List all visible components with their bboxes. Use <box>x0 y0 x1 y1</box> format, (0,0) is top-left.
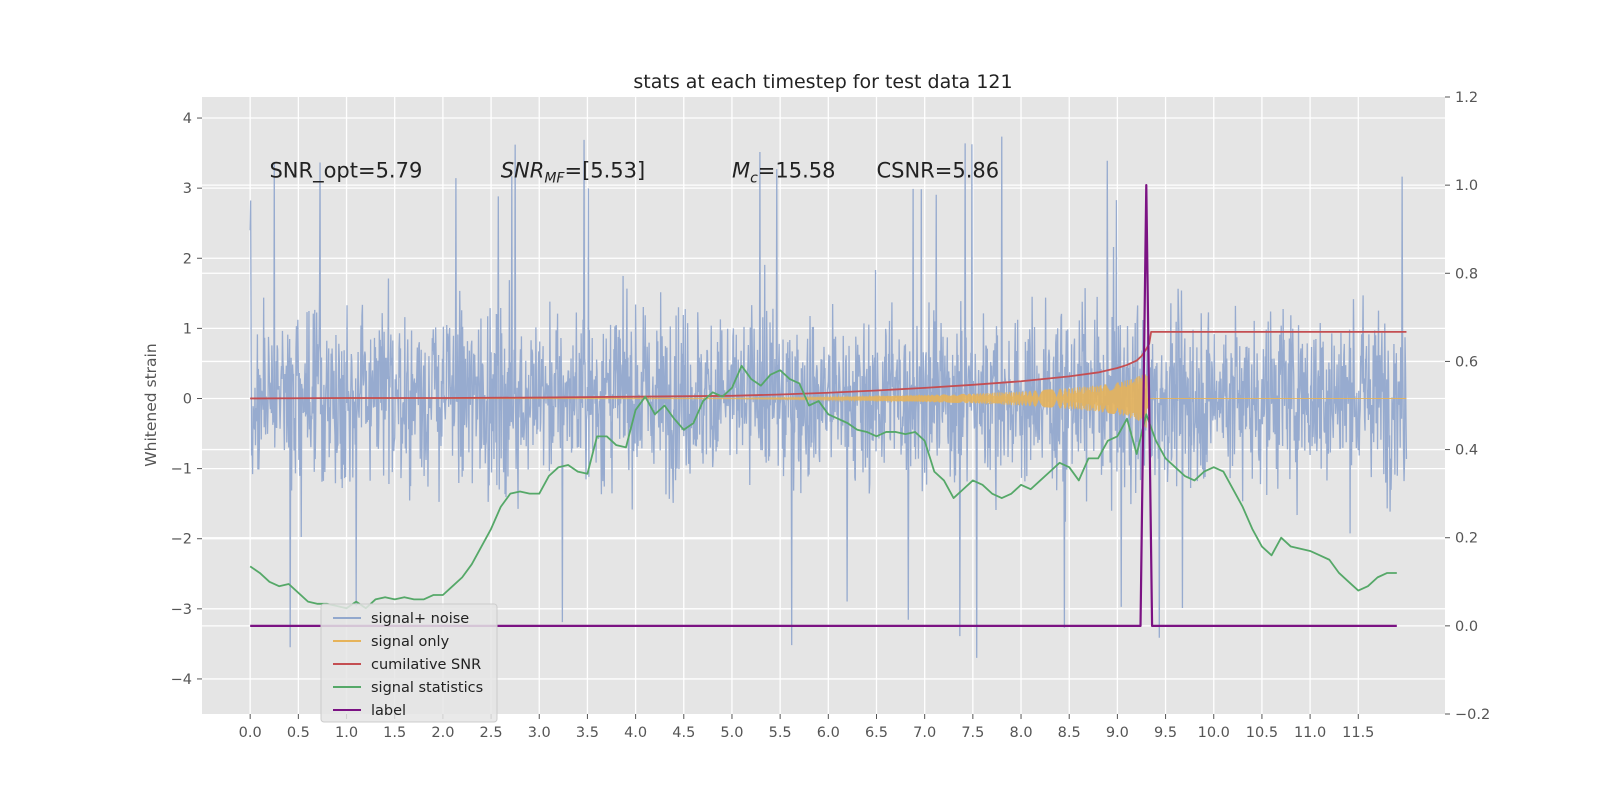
annotations: SNR_opt=5.79 SNRMF=[5.53] Mc=15.58 CSNR=5.8… <box>269 159 999 187</box>
legend: signal+ noise signal only cumilative SNR si… <box>320 603 498 723</box>
y-tick-label: −1 <box>171 462 192 478</box>
y-tick-label: 4 <box>183 111 192 127</box>
y-tick-label: 1 <box>183 321 192 337</box>
x-tick-label: 7.0 <box>913 725 936 741</box>
x-tick-label: 4.0 <box>624 725 647 741</box>
x-tick-label: 6.0 <box>817 725 840 741</box>
legend-box <box>320 603 498 723</box>
x-tick-label: 5.0 <box>720 725 743 741</box>
y2-tick-label: 1.2 <box>1455 90 1478 106</box>
legend-label-label: label <box>371 703 406 719</box>
y-tick-label: 3 <box>183 181 192 197</box>
x-tick-label: 4.5 <box>672 725 695 741</box>
x-tick-label: 10.5 <box>1246 725 1278 741</box>
x-tick-label: 9.0 <box>1106 725 1129 741</box>
x-tick-label: 8.5 <box>1058 725 1081 741</box>
x-tick-label: 0.5 <box>287 725 310 741</box>
legend-signal-only-label: signal only <box>371 634 450 650</box>
chart-title: stats at each timestep for test data 121 <box>633 71 1012 93</box>
x-tick-label: 9.5 <box>1154 725 1177 741</box>
y2-tick-label: 0.2 <box>1455 531 1478 547</box>
x-tick-label: 3.5 <box>576 725 599 741</box>
x-tick-label: 0.0 <box>239 725 262 741</box>
x-tick-label: 1.5 <box>383 725 406 741</box>
x-tick-label: 2.0 <box>431 725 454 741</box>
series-line-signal-noise <box>249 136 1408 658</box>
y-tick-label: 0 <box>183 391 192 407</box>
y2-tick-label: 0.4 <box>1455 443 1478 459</box>
legend-signal-noise-label: signal+ noise <box>371 611 469 627</box>
series-signal-noise <box>249 136 1408 658</box>
x-tick-label: 6.5 <box>865 725 888 741</box>
annotation-3: CSNR=5.86 <box>876 159 999 183</box>
y2-tick-label: −0.2 <box>1455 707 1490 723</box>
legend-cumulative-snr-label: cumilative SNR <box>371 657 481 673</box>
y2-tick-label: 0.8 <box>1455 266 1478 282</box>
y2-tick-label: 0.0 <box>1455 619 1478 635</box>
y-tick-label: 2 <box>183 251 192 267</box>
y2-tick-label: 1.0 <box>1455 178 1478 194</box>
y-axis-ticks: −4 −3 −2 −1 0 1 2 3 4 <box>171 111 202 688</box>
x-axis-ticks: 0.0 0.5 1.0 1.5 2.0 2.5 3.0 3.5 4.0 4.5 5.0 5.5 6.0 6… <box>239 714 1374 741</box>
x-tick-label: 11.0 <box>1294 725 1326 741</box>
y-tick-label: −2 <box>171 532 192 548</box>
series-line-signal-statistics <box>249 364 1397 610</box>
right-y-axis-ticks: −0.2 0.0 0.2 0.4 0.6 0.8 1.0 1.2 <box>1445 90 1490 723</box>
series-line-label <box>250 184 1397 627</box>
x-tick-label: 10.0 <box>1198 725 1230 741</box>
x-tick-label: 7.5 <box>961 725 984 741</box>
annotation-2: Mc=15.58 <box>732 159 836 187</box>
x-tick-label: 8.0 <box>1009 725 1032 741</box>
y-tick-label: −4 <box>171 672 192 688</box>
series-lines <box>249 184 1407 627</box>
annotation-0: SNR_opt=5.79 <box>269 159 422 184</box>
x-tick-label: 3.0 <box>528 725 551 741</box>
x-tick-label: 1.0 <box>335 725 358 741</box>
legend-signal-statistics-label: signal statistics <box>371 680 483 696</box>
x-tick-label: 2.5 <box>480 725 503 741</box>
y2-tick-label: 0.6 <box>1455 354 1478 370</box>
x-tick-label: 5.5 <box>769 725 792 741</box>
y-tick-label: −3 <box>171 602 192 618</box>
y-axis-label: Whitened strain <box>142 343 160 466</box>
annotation-1: SNRMF=[5.53] <box>501 159 646 187</box>
x-tick-label: 11.5 <box>1342 725 1374 741</box>
